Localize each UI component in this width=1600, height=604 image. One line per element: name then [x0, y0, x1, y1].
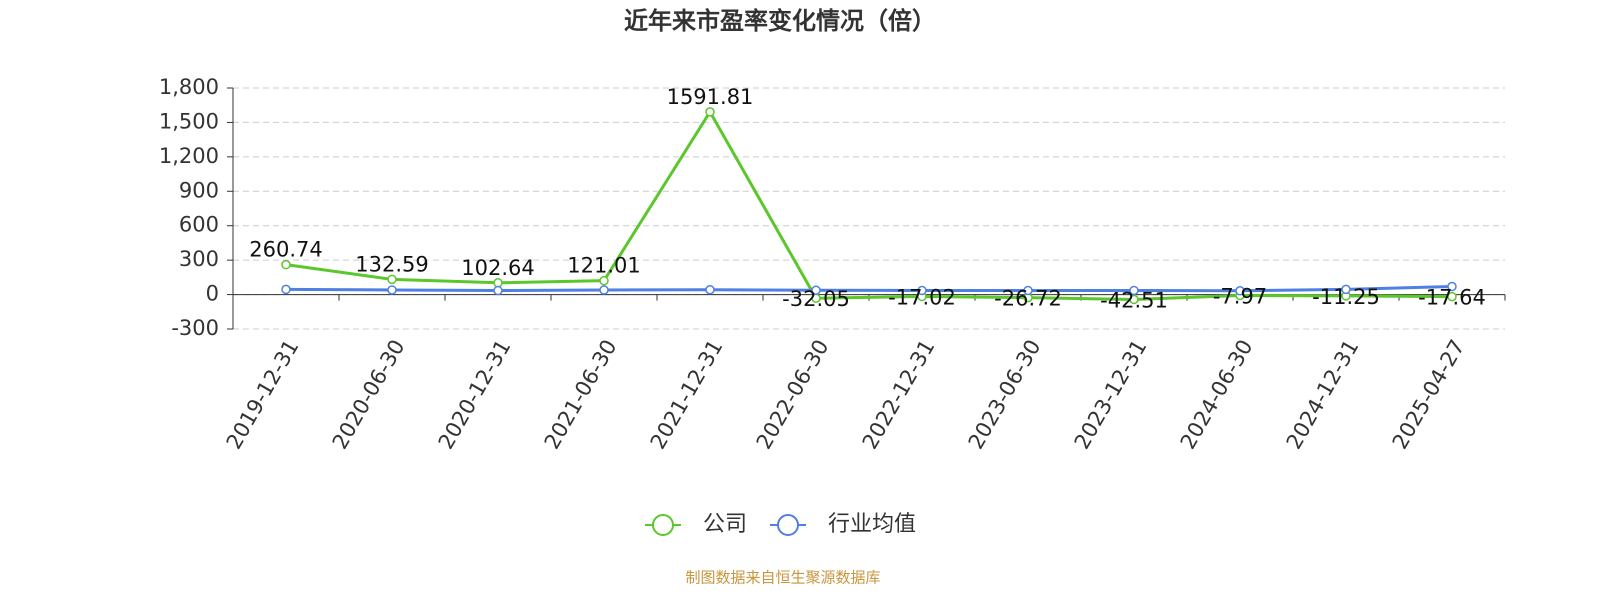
data-point [599, 275, 609, 286]
data-label: 121.01 [567, 254, 640, 278]
data-point [705, 107, 715, 117]
y-tick-label: 1,800 [159, 75, 219, 99]
x-tick-label: 2022-12-31 [858, 336, 940, 454]
data-point [1235, 286, 1245, 296]
data-label: -7.97 [1213, 284, 1267, 308]
data-label: 102.64 [461, 256, 534, 280]
x-tick-label: 2019-12-31 [222, 336, 304, 454]
x-tick-label: 2025-04-27 [1388, 336, 1470, 454]
data-point [811, 285, 821, 295]
x-tick-label: 2021-06-30 [540, 336, 622, 454]
data-point [1023, 285, 1033, 296]
series-line [285, 285, 1453, 293]
x-tick-label: 2024-06-30 [1176, 336, 1258, 454]
data-point [1129, 285, 1139, 296]
data-label: 132.59 [355, 252, 428, 276]
data-point [493, 278, 503, 288]
x-tick-label: 2023-06-30 [964, 336, 1046, 454]
data-point [387, 274, 397, 285]
y-tick-label: 600 [179, 213, 219, 237]
data-point [1447, 281, 1457, 292]
legend-marker [652, 514, 674, 536]
x-tick-label: 2021-12-31 [646, 336, 728, 454]
data-label: -32.05 [782, 287, 850, 311]
chart-title: 近年来市盈率变化情况（倍） [624, 7, 936, 35]
legend-marker [777, 514, 799, 536]
data-label: -11.25 [1312, 285, 1380, 309]
y-tick-label: 300 [179, 247, 219, 271]
data-point [1447, 291, 1457, 302]
y-tick-label: -300 [171, 316, 219, 340]
x-tick-label: 2024-12-31 [1282, 336, 1364, 454]
data-label: -26.72 [994, 287, 1062, 311]
x-tick-label: 2020-12-31 [434, 336, 516, 454]
data-point [917, 285, 927, 296]
data-point [1129, 294, 1139, 305]
data-label: -42.51 [1100, 288, 1168, 312]
data-point [493, 285, 503, 296]
data-point [1341, 284, 1351, 295]
x-tick-label: 2022-06-30 [752, 336, 834, 454]
data-label: 1591.81 [667, 85, 754, 109]
data-point [281, 284, 291, 295]
series-line [285, 108, 1453, 301]
legend-label: 公司 [703, 512, 747, 537]
y-tick-label: 1,500 [159, 109, 219, 133]
data-label: -17.02 [888, 286, 956, 310]
data-point [599, 285, 609, 295]
y-tick-label: 1,200 [159, 144, 219, 168]
y-tick-label: 0 [206, 282, 219, 306]
x-tick-label: 2020-06-30 [328, 336, 410, 454]
data-point [281, 259, 291, 270]
data-point [387, 285, 397, 295]
legend-label: 行业均值 [828, 512, 916, 537]
data-label: -17.64 [1418, 286, 1486, 310]
source-note: 制图数据来自恒生聚源数据库 [685, 569, 880, 587]
data-point [705, 285, 715, 295]
y-tick-label: 900 [179, 178, 219, 202]
x-tick-label: 2023-12-31 [1070, 336, 1152, 454]
data-label: 260.74 [249, 238, 322, 262]
